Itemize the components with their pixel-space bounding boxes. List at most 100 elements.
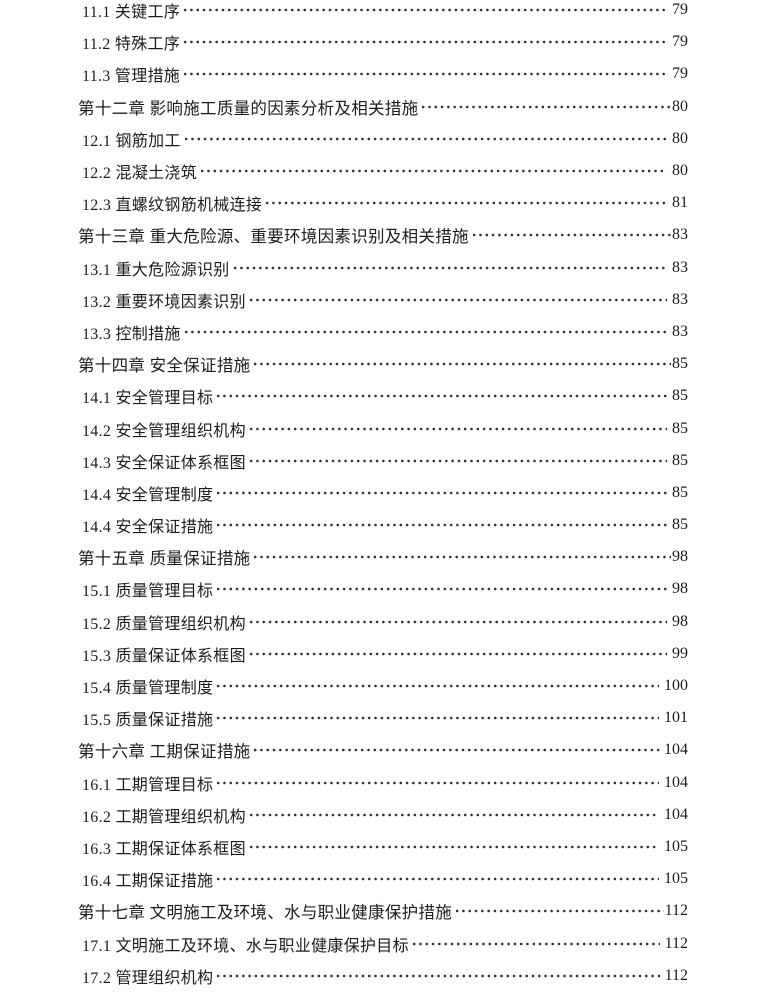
dot-leader [247,839,659,854]
dot-leader [454,904,664,919]
dot-leader [247,421,667,436]
dot-leader [252,550,671,565]
toc-entry: 15.1 质量管理目标 98 [0,573,759,605]
toc-entry-page-number: 81 [672,194,688,212]
toc-entry-label: 第十四章 安全保证措施 [78,356,251,376]
toc-entry-page-number: 85 [672,451,688,469]
dot-leader [231,260,667,275]
toc-entry-page-number: 98 [672,580,688,598]
toc-entry-page-number: 85 [672,355,688,373]
toc-entry-label: 12.2 混凝土浇筑 [82,165,198,183]
dot-leader [247,646,667,661]
toc-entry-page-number: 85 [672,387,688,405]
toc-entry: 11.3 管理措施 79 [0,58,759,90]
toc-entry-page-number: 112 [664,934,688,952]
toc-entry-page-number: 79 [672,33,688,51]
dot-leader [215,679,659,694]
toc-entry-label: 14.3 安全保证体系框图 [82,454,246,472]
dot-leader [215,711,659,726]
toc-entry-page-number: 105 [664,837,688,855]
toc-entry-page-number: 85 [672,516,688,534]
toc-entry: 14.1 安全管理目标 85 [0,380,759,412]
toc-entry: 12.2 混凝土浇筑 80 [0,155,759,187]
toc-entry: 17.2 管理组织机构 112 [0,960,759,992]
dot-leader [247,614,667,629]
toc-entry-page-number: 80 [672,129,688,147]
toc-entry: 第十七章 文明施工及环境、水与职业健康保护措施 112 [0,895,759,927]
toc-entry-label: 12.3 直螺纹钢筋机械连接 [82,197,263,215]
dot-leader [410,936,660,951]
toc-entry-label: 第十六章 工期保证措施 [78,742,251,762]
toc-entry-page-number: 80 [672,97,688,115]
toc-entry-label: 第十七章 文明施工及环境、水与职业健康保护措施 [78,903,453,923]
toc-entry-page-number: 101 [664,709,688,727]
toc-entry-page-number: 98 [672,548,688,566]
toc-entry-label: 11.3 管理措施 [82,68,181,86]
toc-entry-page-number: 83 [672,258,688,276]
toc-entry: 15.4 质量管理制度 100 [0,670,759,702]
toc-entry-label: 14.4 安全管理制度 [82,486,214,504]
toc-entry-page-number: 98 [672,612,688,630]
dot-leader [182,131,667,146]
toc-entry-label: 15.1 质量管理目标 [82,583,214,601]
toc-entry: 16.3 工期保证体系框图 105 [0,831,759,863]
toc-entry: 13.1 重大危险源识别 83 [0,252,759,284]
toc-entry: 12.1 钢筋加工 80 [0,123,759,155]
toc-entry: 14.3 安全保证体系框图 85 [0,445,759,477]
toc-entry-label: 15.4 质量管理制度 [82,680,214,698]
toc-entry-page-number: 104 [664,741,688,759]
toc-entry-label: 第十二章 影响施工质量的因素分析及相关措施 [78,98,419,118]
toc-entry: 15.3 质量保证体系框图 99 [0,638,759,670]
dot-leader [215,968,660,983]
toc-entry-label: 12.1 钢筋加工 [82,132,181,150]
toc-entry: 第十二章 影响施工质量的因素分析及相关措施 80 [0,91,759,123]
toc-entry-page-number: 79 [672,65,688,83]
dot-leader [182,35,667,50]
toc-entry-label: 15.5 质量保证措施 [82,712,214,730]
dot-leader [215,775,659,790]
toc-entry-label: 17.1 文明施工及环境、水与职业健康保护目标 [82,937,409,955]
toc-entry-page-number: 112 [664,966,688,984]
dot-leader [215,518,667,533]
toc-entry-page-number: 79 [672,1,688,19]
toc-entry: 14.4 安全保证措施 85 [0,509,759,541]
toc-entry: 12.3 直螺纹钢筋机械连接 81 [0,187,759,219]
toc-entry: 14.4 安全管理制度 85 [0,477,759,509]
toc-entry: 11.2 特殊工序 79 [0,26,759,58]
toc-entry-label: 13.2 重要环境因素识别 [82,293,246,311]
dot-leader [182,324,667,339]
toc-entry-page-number: 80 [672,162,688,180]
toc-entry-page-number: 83 [672,322,688,340]
toc-entry-label: 16.4 工期保证措施 [82,873,214,891]
dot-leader [470,228,671,243]
toc-entry: 第十五章 质量保证措施 98 [0,541,759,573]
toc-entry-label: 14.1 安全管理目标 [82,390,214,408]
toc-entry: 13.2 重要环境因素识别 83 [0,284,759,316]
toc-entry-label: 16.1 工期管理目标 [82,776,214,794]
dot-leader [215,582,667,597]
toc-entry-page-number: 99 [672,644,688,662]
dot-leader [215,389,667,404]
toc-entry-label: 第十五章 质量保证措施 [78,549,251,569]
toc-entry-label: 16.2 工期管理组织机构 [82,808,246,826]
dot-leader [264,196,667,211]
toc-entry: 第十三章 重大危险源、重要环境因素识别及相关措施 83 [0,219,759,251]
dot-leader [247,292,667,307]
toc-entry-label: 14.2 安全管理组织机构 [82,422,246,440]
dot-leader [215,872,659,887]
dot-leader [215,485,667,500]
toc-entry-page-number: 85 [672,483,688,501]
toc-entry: 15.2 质量管理组织机构 98 [0,606,759,638]
toc-entry-label: 11.1 关键工序 [82,4,181,22]
dot-leader [247,453,667,468]
dot-leader [199,164,667,179]
toc-entry-page-number: 104 [664,805,688,823]
toc-entry: 第十六章 工期保证措施 104 [0,734,759,766]
toc-entry: 13.3 控制措施 83 [0,316,759,348]
toc-entry-page-number: 85 [672,419,688,437]
toc-entry-label: 15.2 质量管理组织机构 [82,615,246,633]
toc-entry: 16.4 工期保证措施 105 [0,863,759,895]
dot-leader [420,99,671,114]
